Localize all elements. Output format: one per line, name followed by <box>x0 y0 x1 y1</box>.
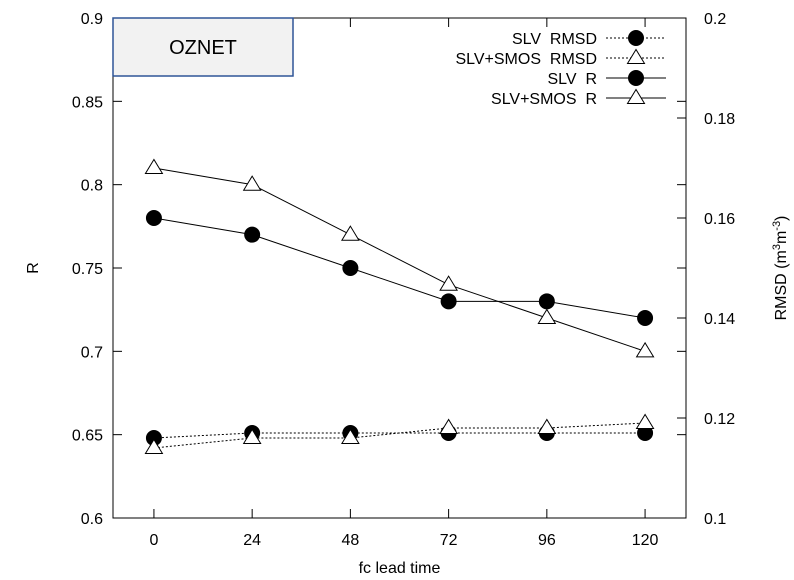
data-point <box>340 225 360 241</box>
legend-item: SLV+SMOS RMSD <box>455 48 666 68</box>
y2-axis-label-mid: m <box>773 231 790 244</box>
data-point <box>537 418 557 435</box>
data-point <box>340 428 360 445</box>
y2-axis-label-sup1: 3 <box>771 244 783 250</box>
legend-marker <box>628 70 644 86</box>
x-tick-label: 48 <box>341 532 359 549</box>
data-point <box>144 158 164 175</box>
x-tick-label: 24 <box>243 532 261 549</box>
x-tick-label: 96 <box>538 532 556 549</box>
y-tick-label: 0.85 <box>72 94 103 111</box>
axis-ticks: 0.6 0.65 0.7 0.75 0.8 0.85 0.9 0.1 0.12 0.14 0.16 0… <box>72 11 735 549</box>
y2-tick-label: 0.2 <box>704 11 726 28</box>
legend: SLV RMSD SLV+SMOS RMSD SLV R SLV+SMOS R <box>455 30 666 108</box>
series-line <box>153 432 646 439</box>
data-point <box>439 275 459 291</box>
series-slv-smos-rmsd <box>144 413 655 455</box>
series-slv-smos-r <box>144 158 655 358</box>
x-tick-label: 72 <box>440 532 458 549</box>
y-tick-label: 0.7 <box>81 344 103 361</box>
y2-axis-label-base: RMSD (m <box>773 250 790 320</box>
legend-label: SLV+SMOS RMSD <box>455 51 597 68</box>
legend-marker <box>628 30 644 46</box>
series-line <box>153 217 646 319</box>
y2-tick-label: 0.18 <box>704 111 735 128</box>
legend-item: SLV+SMOS R <box>491 88 666 108</box>
data-point <box>342 260 359 276</box>
legend-label: SLV R <box>548 71 598 88</box>
data-point <box>242 428 262 445</box>
x-tick-label: 120 <box>632 532 659 549</box>
title-box-frame <box>112 17 294 77</box>
data-point <box>145 210 162 226</box>
y-tick-label: 0.9 <box>81 11 103 28</box>
y2-tick-label: 0.16 <box>704 211 735 228</box>
data-point <box>242 175 262 191</box>
y2-axis-label: RMSD (m3m-3) <box>771 216 790 321</box>
data-point <box>635 413 655 430</box>
x-tick-label: 0 <box>149 532 158 549</box>
y-tick-label: 0.65 <box>72 428 103 445</box>
legend-label: SLV RMSD <box>512 31 597 48</box>
series-layer <box>144 158 655 455</box>
series-slv-rmsd <box>145 425 654 446</box>
y-tick-label: 0.75 <box>72 261 103 278</box>
data-point <box>635 341 655 358</box>
y2-tick-label: 0.12 <box>704 411 735 428</box>
y-tick-label: 0.8 <box>81 178 103 195</box>
data-point <box>439 418 459 435</box>
y2-tick-label: 0.14 <box>704 311 735 328</box>
data-point <box>440 293 457 310</box>
data-point <box>244 226 261 243</box>
data-point <box>537 308 557 325</box>
chart-title: OZNET <box>169 37 237 59</box>
y2-axis-label-end: ) <box>773 216 790 221</box>
legend-label: SLV+SMOS R <box>491 91 597 108</box>
legend-item: SLV R <box>548 70 666 88</box>
y-tick-label: 0.6 <box>81 511 103 528</box>
series-line <box>153 167 646 352</box>
data-point <box>144 438 164 455</box>
y2-axis-label-sup2: -3 <box>771 221 783 231</box>
legend-marker <box>626 88 646 105</box>
y2-tick-label: 0.1 <box>704 511 726 528</box>
series-line <box>153 422 646 449</box>
legend-marker <box>626 48 646 65</box>
data-point <box>637 310 654 326</box>
data-point <box>538 293 555 310</box>
title-box: OZNET <box>112 17 294 77</box>
legend-item: SLV RMSD <box>512 30 666 48</box>
y-axis-label: R <box>25 262 42 274</box>
series-slv-r <box>145 210 654 326</box>
x-axis-label: fc lead time <box>359 560 441 577</box>
